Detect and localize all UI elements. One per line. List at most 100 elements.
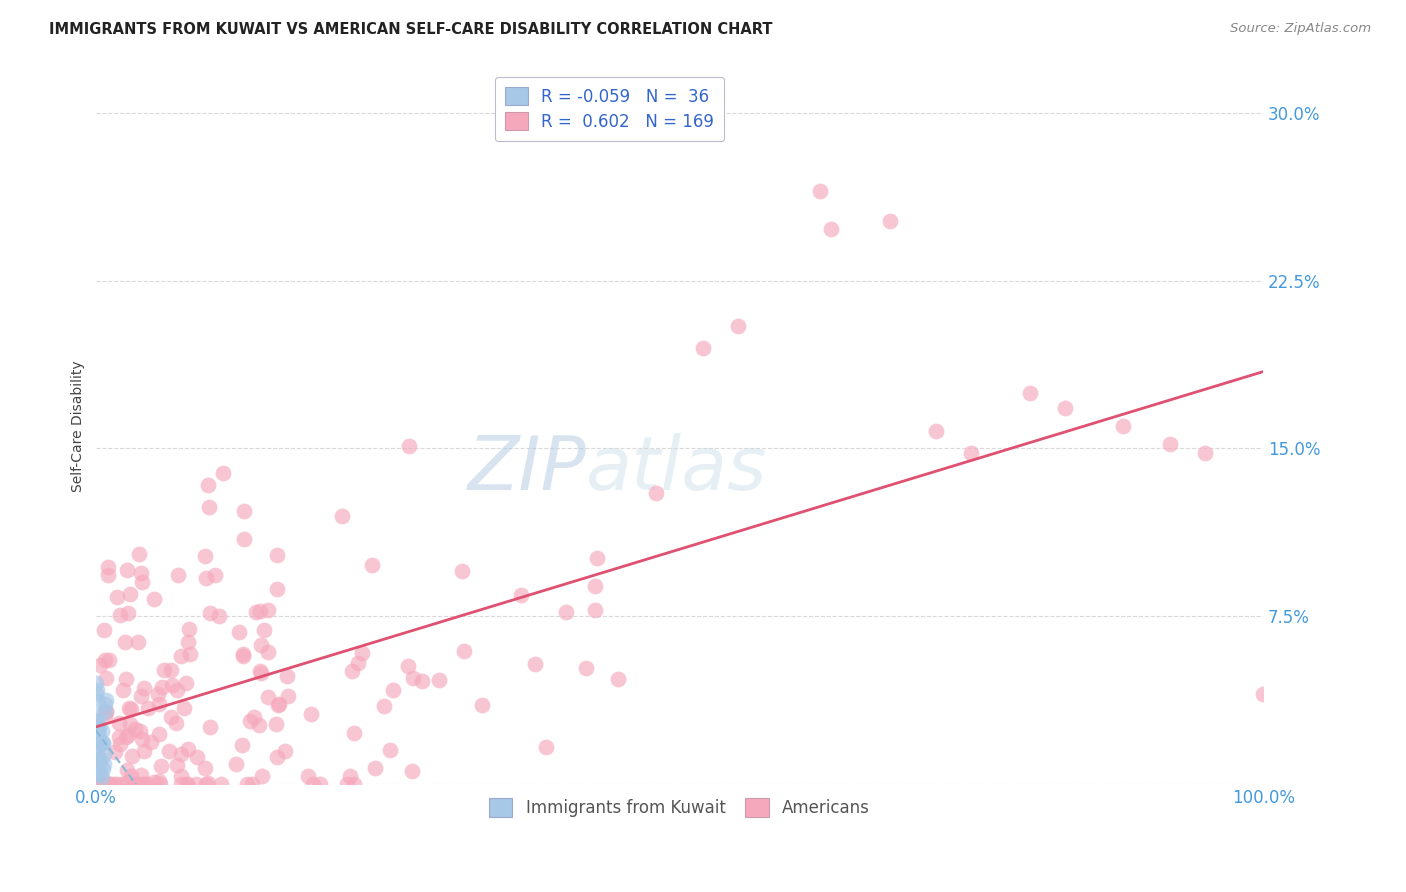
Point: [586, 551, 609, 566]
Point: [309, 777, 332, 791]
Point: [236, 777, 259, 791]
Point: [131, 731, 153, 746]
Point: [84, 730, 107, 744]
Point: [111, 682, 134, 697]
Point: [194, 777, 217, 791]
Point: [166, 683, 188, 698]
Point: [401, 764, 423, 778]
Point: [346, 656, 368, 670]
Point: [86, 714, 108, 729]
Point: [343, 777, 366, 791]
Point: [879, 213, 901, 227]
Point: [692, 341, 714, 355]
Point: [250, 769, 273, 783]
Point: [120, 769, 142, 783]
Point: [1251, 687, 1274, 701]
Text: ZIP: ZIP: [467, 433, 586, 505]
Point: [148, 727, 170, 741]
Point: [1112, 419, 1135, 434]
Point: [139, 734, 162, 748]
Point: [93, 762, 115, 776]
Point: [120, 701, 142, 715]
Point: [256, 645, 278, 659]
Point: [129, 690, 152, 704]
Point: [555, 605, 578, 619]
Point: [84, 734, 107, 748]
Point: [128, 547, 150, 561]
Point: [174, 676, 197, 690]
Point: [87, 733, 110, 747]
Point: [266, 698, 288, 712]
Point: [360, 558, 382, 572]
Point: [159, 663, 181, 677]
Point: [87, 694, 110, 708]
Point: [104, 745, 127, 759]
Point: [427, 673, 450, 687]
Point: [176, 777, 198, 791]
Point: [209, 777, 232, 791]
Point: [225, 756, 247, 771]
Point: [197, 478, 219, 492]
Point: [240, 777, 263, 791]
Point: [107, 715, 129, 730]
Point: [264, 717, 287, 731]
Point: [115, 673, 138, 687]
Point: [150, 680, 173, 694]
Point: [84, 686, 107, 700]
Point: [103, 777, 125, 791]
Point: [1018, 385, 1040, 400]
Point: [97, 777, 120, 791]
Point: [330, 508, 353, 523]
Legend: Immigrants from Kuwait, Americans: Immigrants from Kuwait, Americans: [481, 790, 879, 825]
Point: [91, 770, 114, 784]
Point: [257, 603, 280, 617]
Point: [177, 622, 200, 636]
Point: [1159, 437, 1181, 451]
Point: [257, 690, 280, 704]
Point: [129, 566, 152, 581]
Point: [91, 736, 114, 750]
Point: [94, 697, 117, 711]
Point: [90, 737, 112, 751]
Point: [453, 644, 475, 658]
Point: [97, 568, 120, 582]
Point: [148, 698, 170, 712]
Point: [170, 769, 193, 783]
Point: [124, 723, 146, 737]
Point: [249, 604, 271, 618]
Point: [208, 608, 231, 623]
Point: [105, 777, 128, 791]
Point: [352, 646, 374, 660]
Point: [89, 766, 111, 780]
Point: [534, 739, 557, 754]
Point: [91, 777, 114, 791]
Point: [114, 635, 136, 649]
Point: [228, 625, 250, 640]
Point: [197, 776, 219, 790]
Point: [194, 549, 217, 564]
Point: [336, 777, 359, 791]
Point: [87, 718, 110, 732]
Point: [127, 635, 149, 649]
Point: [960, 446, 983, 460]
Point: [177, 742, 200, 756]
Point: [232, 647, 254, 661]
Point: [510, 588, 533, 602]
Point: [450, 564, 472, 578]
Text: IMMIGRANTS FROM KUWAIT VS AMERICAN SELF-CARE DISABILITY CORRELATION CHART: IMMIGRANTS FROM KUWAIT VS AMERICAN SELF-…: [49, 22, 773, 37]
Point: [93, 736, 115, 750]
Point: [239, 714, 262, 728]
Text: atlas: atlas: [586, 433, 768, 505]
Point: [86, 734, 108, 748]
Point: [170, 648, 193, 663]
Point: [1194, 446, 1216, 460]
Point: [87, 767, 110, 781]
Point: [167, 568, 190, 582]
Point: [120, 587, 142, 601]
Point: [277, 690, 299, 704]
Point: [93, 777, 115, 791]
Point: [128, 724, 150, 739]
Point: [249, 664, 271, 678]
Point: [86, 729, 108, 743]
Point: [150, 758, 173, 772]
